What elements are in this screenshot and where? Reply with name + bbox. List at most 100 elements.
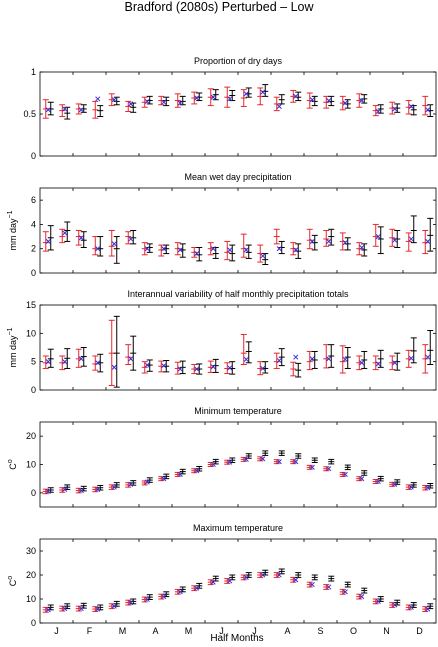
data-point xyxy=(144,362,150,368)
data-point xyxy=(260,365,266,372)
y-tick-label: 15 xyxy=(26,300,36,310)
data-point xyxy=(425,606,431,612)
data-point xyxy=(342,240,348,246)
series-blue xyxy=(45,456,431,494)
month-label: S xyxy=(317,626,323,636)
data-point xyxy=(359,244,365,251)
axes-frame xyxy=(39,71,437,157)
data-point xyxy=(408,604,414,610)
month-label: N xyxy=(383,626,390,636)
month-label: J xyxy=(252,626,257,636)
data-point xyxy=(62,606,68,612)
month-label: M xyxy=(119,626,127,636)
month-label: A xyxy=(152,626,158,636)
data-point xyxy=(45,607,51,613)
y-tick-label: 2 xyxy=(31,244,36,254)
data-point xyxy=(128,101,134,107)
data-point xyxy=(342,100,348,106)
data-point xyxy=(326,356,332,362)
data-point xyxy=(227,96,233,102)
data-point xyxy=(375,361,381,367)
y-tick-label: 0 xyxy=(31,151,36,161)
data-point xyxy=(95,606,101,612)
data-point xyxy=(359,98,365,104)
panels: Proportion of dry days 0 0.5 1 Mean wet day … xyxy=(7,56,437,628)
data-point xyxy=(78,107,84,113)
y-tick-label: 10 xyxy=(26,460,36,470)
y-tick-label: 0.5 xyxy=(23,109,36,119)
data-point xyxy=(111,364,117,370)
data-point xyxy=(210,461,216,468)
data-point xyxy=(309,356,315,362)
data-point xyxy=(78,606,84,612)
data-point xyxy=(342,471,348,477)
data-point xyxy=(359,594,365,600)
data-point xyxy=(227,247,233,253)
data-point xyxy=(144,596,150,603)
y-axis-label: Co xyxy=(7,459,18,470)
series-black xyxy=(47,568,434,611)
series-black xyxy=(47,450,434,493)
data-point xyxy=(161,476,167,482)
y-tick-label: 0 xyxy=(31,488,36,498)
data-point xyxy=(62,486,68,492)
data-point xyxy=(276,459,282,465)
data-point xyxy=(326,584,332,590)
data-point xyxy=(425,238,431,244)
data-point xyxy=(309,97,315,103)
data-point xyxy=(326,238,332,244)
data-point xyxy=(95,360,101,366)
data-point xyxy=(210,364,216,370)
data-point xyxy=(425,485,431,491)
data-point xyxy=(276,103,282,109)
data-point xyxy=(392,602,398,608)
data-point xyxy=(45,107,51,113)
data-point xyxy=(62,106,68,112)
data-point xyxy=(243,91,249,97)
data-point xyxy=(309,582,315,588)
y-tick-label: 0 xyxy=(31,385,36,395)
data-point xyxy=(359,360,365,366)
data-point xyxy=(309,238,315,244)
data-point xyxy=(144,246,150,252)
data-point xyxy=(227,365,233,371)
data-point xyxy=(194,251,200,257)
data-point xyxy=(243,456,249,462)
data-point xyxy=(326,466,332,472)
y-tick-label: 20 xyxy=(26,570,36,580)
data-point xyxy=(161,246,167,252)
data-point xyxy=(359,476,365,482)
data-point xyxy=(408,355,414,361)
data-point xyxy=(260,456,266,462)
month-label: J xyxy=(54,626,59,636)
y-tick-label: 4 xyxy=(31,219,36,229)
series-black xyxy=(47,84,434,120)
y-tick-label: 6 xyxy=(31,195,36,205)
y-axis-label: mm day−1 xyxy=(7,327,18,367)
data-point xyxy=(194,468,200,474)
data-point xyxy=(194,585,200,591)
data-point xyxy=(128,356,134,362)
data-point xyxy=(78,235,84,241)
data-point xyxy=(95,486,101,492)
panel-3: Interannual variability of half monthly … xyxy=(7,289,437,395)
data-point xyxy=(392,360,398,366)
data-point xyxy=(177,471,183,477)
y-tick-label: 0 xyxy=(31,618,36,628)
data-point xyxy=(45,359,51,365)
series-black xyxy=(47,215,434,265)
data-point xyxy=(342,589,348,595)
data-point xyxy=(111,603,117,609)
data-point xyxy=(425,354,431,360)
panel-1: Proportion of dry days 0 0.5 1 xyxy=(23,56,437,161)
month-label: M xyxy=(185,626,193,636)
data-point xyxy=(62,359,68,365)
data-point xyxy=(425,107,431,113)
y-tick-label: 10 xyxy=(26,328,36,338)
data-point xyxy=(177,100,183,106)
y-axis-label: mm day−1 xyxy=(7,210,18,250)
data-point xyxy=(293,93,299,99)
data-point xyxy=(293,247,299,253)
data-point xyxy=(177,247,183,253)
